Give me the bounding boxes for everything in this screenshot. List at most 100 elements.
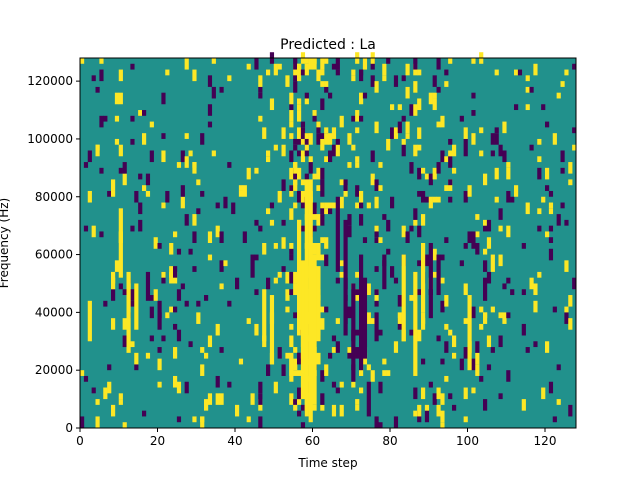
- high-value-cell: [304, 98, 309, 105]
- high-value-cell: [215, 393, 220, 405]
- high-value-cell: [297, 219, 302, 330]
- high-value-cell: [80, 370, 85, 376]
- high-value-cell: [91, 225, 96, 238]
- low-value-cell: [417, 289, 422, 296]
- high-value-cell: [304, 58, 309, 64]
- low-value-cell: [331, 144, 337, 157]
- high-value-cell: [401, 225, 406, 238]
- high-value-cell: [207, 335, 213, 348]
- high-value-cell: [432, 167, 437, 180]
- high-value-cell: [107, 381, 112, 394]
- x-axis-label: Time step: [297, 456, 357, 470]
- high-value-cell: [297, 399, 302, 405]
- high-value-cell: [316, 266, 321, 342]
- low-value-cell: [300, 127, 306, 139]
- low-value-cell: [359, 202, 364, 209]
- low-value-cell: [424, 254, 430, 267]
- low-value-cell: [219, 260, 224, 272]
- high-value-cell: [405, 86, 410, 99]
- high-value-cell: [393, 127, 399, 139]
- low-value-cell: [258, 393, 263, 405]
- high-value-cell: [293, 283, 298, 296]
- low-value-cell: [521, 289, 526, 296]
- high-value-cell: [103, 387, 108, 400]
- low-value-cell: [242, 231, 247, 243]
- low-value-cell: [324, 254, 329, 267]
- high-value-cell: [114, 115, 120, 122]
- low-value-cell: [173, 306, 178, 313]
- high-value-cell: [452, 352, 457, 359]
- low-value-cell: [471, 110, 476, 116]
- high-value-cell: [324, 58, 329, 64]
- high-value-cell: [378, 237, 383, 243]
- low-value-cell: [254, 289, 259, 296]
- chart-title: Predicted : La: [280, 37, 376, 53]
- low-value-cell: [390, 196, 395, 209]
- high-value-cell: [436, 121, 441, 128]
- high-value-cell: [537, 271, 542, 278]
- high-value-cell: [347, 162, 352, 168]
- low-value-cell: [529, 144, 534, 151]
- low-value-cell: [328, 92, 333, 99]
- low-value-cell: [401, 115, 406, 122]
- high-value-cell: [378, 185, 383, 191]
- high-value-cell: [118, 208, 123, 278]
- high-value-cell: [227, 75, 232, 82]
- high-value-cell: [463, 283, 468, 296]
- low-value-cell: [161, 335, 166, 342]
- low-value-cell: [293, 312, 298, 319]
- high-value-cell: [483, 312, 488, 319]
- low-value-cell: [107, 190, 112, 197]
- low-value-cell: [173, 266, 178, 278]
- high-value-cell: [114, 260, 120, 272]
- high-value-cell: [95, 399, 100, 405]
- low-value-cell: [502, 283, 507, 290]
- low-value-cell: [351, 115, 356, 122]
- high-value-cell: [324, 133, 329, 145]
- high-value-cell: [382, 75, 387, 82]
- low-value-cell: [506, 312, 511, 319]
- high-value-cell: [494, 167, 499, 180]
- high-value-cell: [556, 399, 561, 405]
- high-value-cell: [494, 69, 499, 76]
- low-value-cell: [328, 150, 333, 163]
- low-value-cell: [424, 410, 430, 423]
- low-value-cell: [83, 225, 89, 232]
- high-value-cell: [351, 75, 356, 82]
- high-value-cell: [293, 358, 298, 371]
- high-value-cell: [413, 410, 418, 417]
- high-value-cell: [304, 63, 309, 70]
- high-value-cell: [266, 208, 271, 215]
- low-value-cell: [316, 133, 321, 145]
- low-value-cell: [335, 58, 340, 70]
- high-value-cell: [533, 300, 538, 313]
- low-value-cell: [378, 422, 383, 428]
- low-value-cell: [351, 283, 356, 382]
- low-value-cell: [223, 196, 228, 209]
- high-value-cell: [273, 144, 278, 151]
- low-value-cell: [459, 260, 464, 267]
- low-value-cell: [87, 150, 92, 163]
- low-value-cell: [99, 115, 104, 128]
- high-value-cell: [417, 404, 422, 417]
- low-value-cell: [359, 214, 364, 226]
- high-value-cell: [467, 295, 472, 371]
- high-value-cell: [176, 381, 182, 394]
- high-value-cell: [421, 214, 426, 226]
- high-value-cell: [304, 133, 309, 139]
- low-value-cell: [537, 225, 542, 232]
- y-axis-label: Frequency (Hz): [0, 198, 11, 289]
- low-value-cell: [300, 422, 306, 428]
- y-tick-label: 0: [65, 421, 73, 435]
- high-value-cell: [347, 133, 352, 145]
- low-value-cell: [227, 162, 232, 168]
- high-value-cell: [111, 318, 116, 330]
- high-value-cell: [552, 133, 557, 145]
- low-value-cell: [289, 248, 294, 255]
- low-value-cell: [564, 312, 569, 324]
- high-value-cell: [176, 162, 182, 168]
- high-value-cell: [273, 277, 278, 284]
- low-value-cell: [548, 190, 554, 197]
- low-value-cell: [320, 179, 325, 191]
- high-value-cell: [467, 185, 472, 197]
